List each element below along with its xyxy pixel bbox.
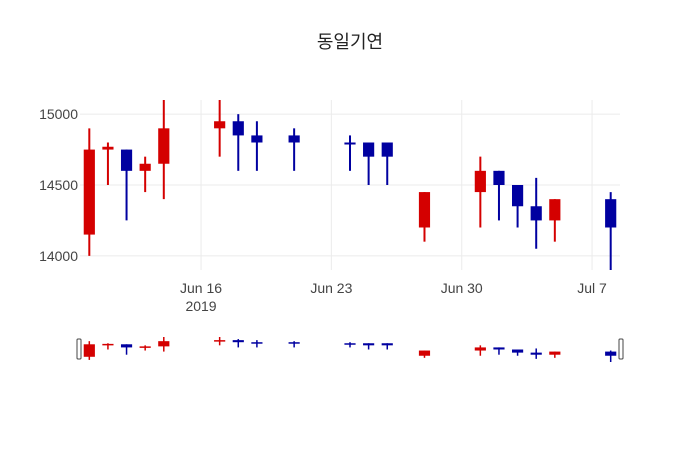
candle-increasing bbox=[418, 192, 431, 242]
slider-candle bbox=[418, 350, 431, 358]
grid-layer bbox=[80, 100, 620, 270]
candle-body bbox=[493, 170, 505, 185]
slider-candle bbox=[530, 348, 542, 359]
slider-candle bbox=[83, 341, 95, 360]
candle-decreasing bbox=[344, 135, 356, 171]
slider-candle bbox=[120, 344, 133, 355]
x-tick-label: Jul 7 bbox=[577, 280, 607, 296]
x-tick-label: Jun 16 bbox=[180, 280, 222, 296]
slider-candle-body bbox=[474, 347, 486, 351]
range-slider-left-handle[interactable] bbox=[76, 338, 82, 360]
range-slider[interactable] bbox=[76, 337, 624, 362]
candle-body bbox=[530, 206, 542, 221]
slider-candle bbox=[232, 339, 244, 348]
candle-decreasing bbox=[251, 121, 263, 171]
candle-body bbox=[512, 185, 524, 207]
slider-candle bbox=[363, 343, 375, 350]
axis-layer: 14000 14500 15000 Jun 16 2019 Jun 23 Jun 30 Jul… bbox=[39, 106, 607, 314]
slider-candle bbox=[288, 341, 300, 348]
slider-candle-body bbox=[214, 340, 226, 342]
candle-body bbox=[83, 149, 95, 235]
chart-title: 동일기연 bbox=[317, 32, 383, 53]
slider-candle-body bbox=[288, 342, 300, 344]
slider-candle bbox=[493, 347, 505, 355]
slider-candle-body bbox=[493, 347, 505, 350]
slider-candle-body bbox=[363, 343, 375, 346]
slider-candle-body bbox=[530, 352, 542, 355]
candle-body bbox=[605, 199, 617, 228]
candle-decreasing bbox=[530, 177, 542, 249]
slider-candle bbox=[102, 343, 114, 350]
candle-decreasing bbox=[363, 142, 375, 185]
slider-candle-body bbox=[232, 340, 244, 343]
candle-decreasing bbox=[381, 142, 393, 185]
candle-body bbox=[214, 121, 226, 129]
slider-candle-body bbox=[418, 350, 431, 356]
candle-body bbox=[549, 199, 561, 221]
slider-candle bbox=[512, 349, 524, 356]
candle-body bbox=[381, 142, 393, 157]
candle-body bbox=[139, 163, 151, 171]
candle-body bbox=[102, 146, 114, 150]
candle-body bbox=[158, 128, 170, 164]
slider-candle-body bbox=[512, 349, 524, 353]
slider-candle-body bbox=[549, 351, 561, 355]
candle-body bbox=[474, 170, 486, 193]
slider-candle-body bbox=[251, 342, 263, 344]
candle-increasing bbox=[83, 128, 95, 256]
candle-decreasing bbox=[288, 128, 300, 171]
candle-decreasing bbox=[512, 185, 524, 228]
candle-body bbox=[232, 121, 244, 136]
slider-candle bbox=[214, 337, 226, 346]
slider-candle bbox=[158, 337, 170, 352]
slider-candle bbox=[251, 340, 263, 348]
range-slider-right-handle[interactable] bbox=[618, 338, 624, 360]
candle-increasing bbox=[102, 142, 114, 185]
slider-candle-body bbox=[158, 341, 170, 347]
y-tick-label: 15000 bbox=[39, 106, 78, 122]
candle-body bbox=[344, 142, 356, 145]
candle-increasing bbox=[139, 156, 151, 193]
slider-candle bbox=[381, 343, 393, 350]
slider-candle-body bbox=[344, 343, 356, 345]
candle-decreasing bbox=[232, 114, 244, 171]
candle-increasing bbox=[214, 100, 226, 157]
candle-body bbox=[418, 192, 431, 228]
candle-body bbox=[288, 135, 300, 143]
candle-decreasing bbox=[493, 170, 505, 221]
slider-candle bbox=[605, 350, 617, 362]
slider-candle-body bbox=[139, 346, 151, 348]
x-tick-label: Jun 30 bbox=[441, 280, 483, 296]
x-tick-label: Jun 23 bbox=[310, 280, 352, 296]
y-tick-label: 14000 bbox=[39, 248, 78, 264]
slider-candle-body bbox=[381, 343, 393, 346]
slider-candle-body bbox=[83, 344, 95, 357]
candle-increasing bbox=[549, 199, 561, 242]
candle-body bbox=[251, 135, 263, 143]
candle-decreasing bbox=[605, 192, 617, 270]
candle-increasing bbox=[474, 156, 486, 228]
slider-candle bbox=[139, 345, 151, 351]
y-tick-label: 14500 bbox=[39, 177, 78, 193]
candle-decreasing bbox=[120, 149, 133, 221]
slider-candle bbox=[474, 345, 486, 356]
x-tick-sublabel: 2019 bbox=[185, 298, 216, 314]
candle-layer bbox=[83, 100, 617, 270]
slider-candle-body bbox=[605, 351, 617, 356]
candle-increasing bbox=[158, 100, 170, 200]
candle-body bbox=[120, 149, 133, 171]
candle-body bbox=[363, 142, 375, 157]
slider-candle bbox=[344, 342, 356, 348]
slider-candle-body bbox=[120, 344, 133, 348]
slider-candle bbox=[549, 351, 561, 358]
slider-candle-body bbox=[102, 343, 114, 346]
